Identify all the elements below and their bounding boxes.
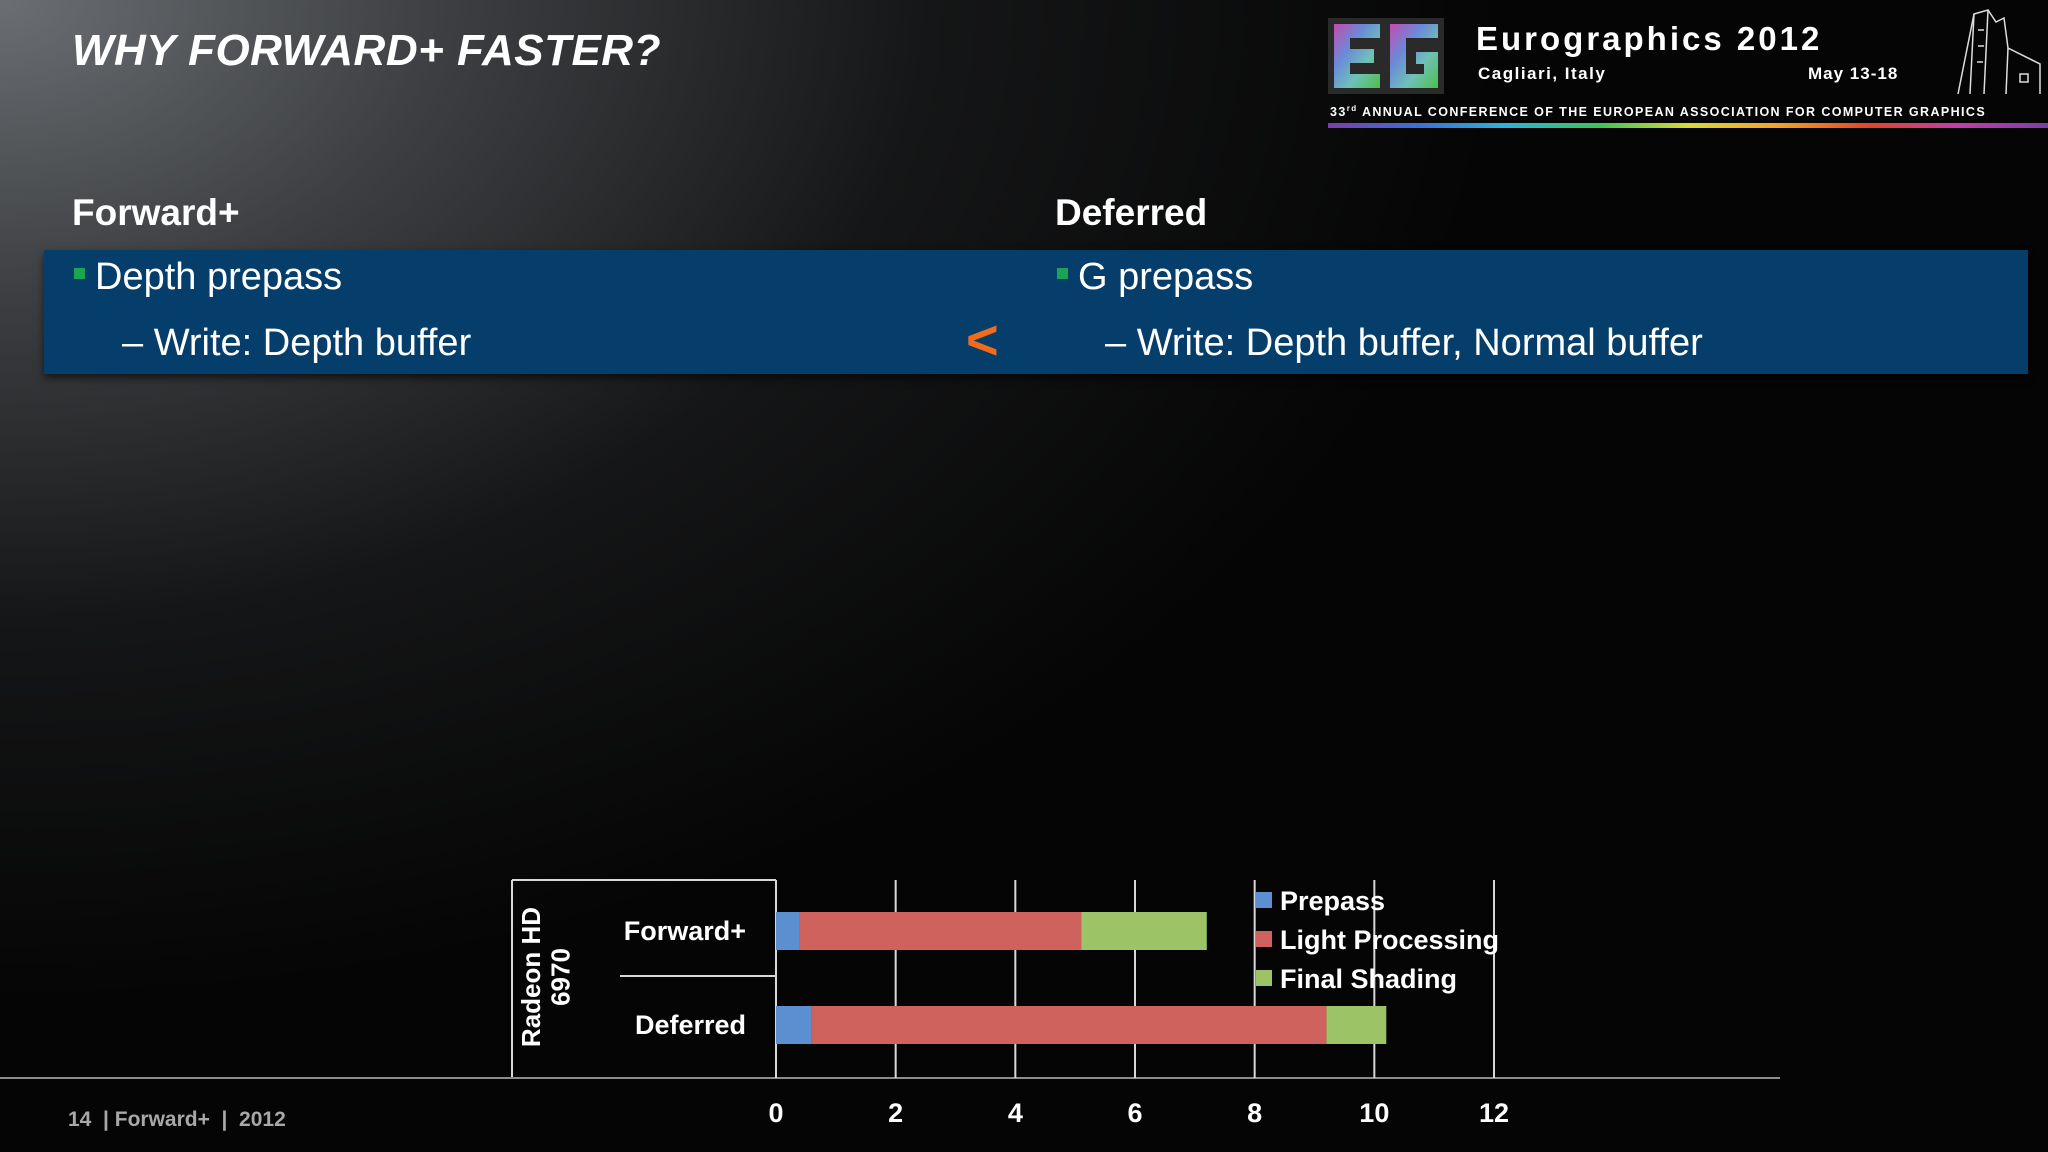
eurographics-logo: Eurographics 2012 Cagliari, Italy May 13… — [1326, 8, 2048, 134]
x-tick-label: 2 — [888, 1098, 903, 1128]
x-tick-label: 4 — [1008, 1098, 1023, 1128]
group-label: Radeon HD6970 — [516, 907, 576, 1047]
less-than-symbol: < — [966, 308, 999, 371]
x-tick-label: 8 — [1247, 1098, 1262, 1128]
bullet-square-icon — [74, 268, 85, 280]
category-label: Deferred — [635, 1010, 746, 1040]
category-label: Forward+ — [624, 916, 746, 946]
conference-dates: May 13-18 — [1808, 64, 1899, 83]
conference-city: Cagliari, Italy — [1478, 64, 1607, 83]
chart-frame: Radeon HD6970 — [0, 879, 1780, 1079]
bar-segment — [776, 912, 800, 950]
group-label-line1: Radeon HD — [516, 907, 546, 1047]
deferred-bullet: G prepass — [1057, 256, 1253, 299]
chart-bars — [776, 912, 1387, 1044]
chart-x-ticks: 0 2 4 6 8 10 12 — [768, 1098, 1509, 1128]
deferred-heading: Deferred — [1055, 192, 1208, 233]
slide-footer: 14 | Forward+ | 2012 — [68, 1108, 286, 1131]
bar-segment — [811, 1006, 1327, 1044]
rainbow-stripe — [1328, 123, 2048, 128]
legend-label: Final Shading — [1280, 964, 1457, 994]
conference-name: Eurographics 2012 — [1476, 20, 1823, 57]
chart-categories: Forward+ Deferred — [624, 916, 746, 1040]
x-tick-label: 10 — [1359, 1098, 1389, 1128]
deferred-bullet-text: G prepass — [1078, 256, 1254, 298]
bar-segment — [776, 1006, 812, 1044]
group-label-line2: 6970 — [546, 948, 576, 1006]
forward-plus-bullet: Depth prepass — [74, 256, 342, 299]
eg-letters-logo — [1328, 18, 1444, 94]
conference-tagline: 33rd ANNUAL CONFERENCE OF THE EUROPEAN A… — [1330, 104, 1987, 120]
comparison-band — [44, 250, 2028, 374]
legend-label: Prepass — [1280, 886, 1385, 916]
x-tick-label: 6 — [1127, 1098, 1142, 1128]
forward-plus-heading: Forward+ — [72, 192, 240, 233]
forward-plus-bullet-text: Depth prepass — [95, 256, 343, 298]
slide-title: WHY FORWARD+ FASTER? — [72, 26, 661, 75]
chart-legend: Prepass Light Processing Final Shading — [1256, 886, 1499, 994]
bar-segment — [799, 912, 1082, 950]
legend-swatch — [1256, 970, 1272, 986]
x-tick-label: 12 — [1479, 1098, 1509, 1128]
legend-swatch — [1256, 931, 1272, 947]
tower-icon — [1957, 9, 2041, 95]
bar-segment — [1081, 912, 1207, 950]
bar-segment — [1326, 1006, 1387, 1044]
x-tick-label: 0 — [768, 1098, 783, 1128]
legend-label: Light Processing — [1280, 925, 1499, 955]
legend-swatch — [1256, 892, 1272, 908]
forward-plus-subbullet: – Write: Depth buffer — [122, 322, 472, 364]
deferred-subbullet: – Write: Depth buffer, Normal buffer — [1105, 322, 1703, 364]
bullet-square-icon — [1057, 268, 1068, 280]
